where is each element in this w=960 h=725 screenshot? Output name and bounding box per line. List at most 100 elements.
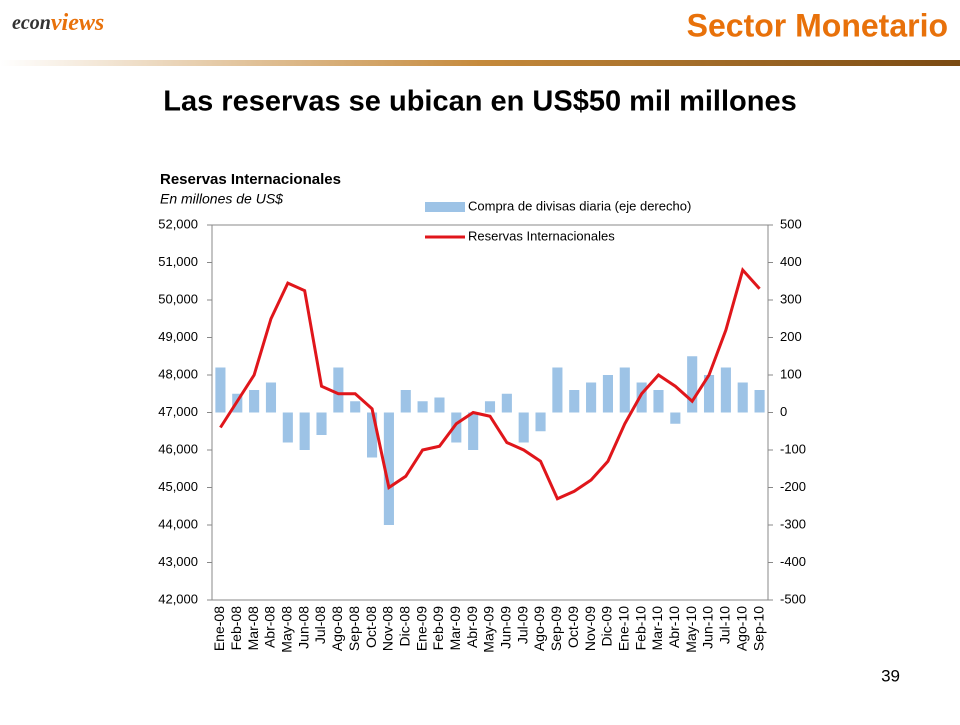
bar bbox=[518, 412, 529, 443]
bar bbox=[670, 412, 681, 424]
bar bbox=[434, 397, 445, 413]
legend-swatch bbox=[425, 202, 465, 212]
x-tick-label: Mar-09 bbox=[447, 606, 463, 651]
bar bbox=[367, 412, 378, 458]
x-tick-label: Abr-09 bbox=[464, 606, 480, 648]
bar bbox=[316, 412, 327, 435]
logo-suffix: views bbox=[51, 10, 104, 36]
y2-tick-label: 0 bbox=[780, 404, 787, 419]
x-tick-label: Feb-08 bbox=[228, 606, 244, 651]
y2-tick-label: 200 bbox=[780, 329, 802, 344]
y-tick-label: 47,000 bbox=[158, 404, 198, 419]
x-tick-label: Mar-10 bbox=[649, 606, 665, 651]
x-tick-label: Jun-09 bbox=[498, 606, 514, 649]
x-tick-label: Sep-09 bbox=[548, 606, 564, 651]
y-tick-label: 43,000 bbox=[158, 554, 198, 569]
x-tick-label: Jul-08 bbox=[312, 606, 328, 644]
bar bbox=[602, 375, 613, 413]
legend-label: Compra de divisas diaria (eje derecho) bbox=[468, 198, 691, 213]
bar bbox=[383, 412, 394, 525]
x-tick-label: Dic-08 bbox=[396, 606, 412, 647]
bar bbox=[636, 382, 647, 413]
x-tick-label: Mar-08 bbox=[245, 606, 261, 651]
y2-tick-label: -100 bbox=[780, 441, 806, 456]
y-tick-label: 42,000 bbox=[158, 591, 198, 606]
x-tick-label: Ago-09 bbox=[531, 606, 547, 651]
y2-tick-label: -200 bbox=[780, 479, 806, 494]
x-tick-label: Ago-08 bbox=[329, 606, 345, 651]
logo: econviews bbox=[12, 10, 104, 36]
bar bbox=[552, 367, 563, 413]
logo-prefix: econ bbox=[12, 12, 51, 34]
y-tick-label: 45,000 bbox=[158, 479, 198, 494]
x-tick-label: Jul-09 bbox=[514, 606, 530, 644]
bar bbox=[484, 401, 496, 413]
bar bbox=[619, 367, 630, 413]
x-tick-label: Ene-09 bbox=[413, 606, 429, 651]
y2-tick-label: 300 bbox=[780, 291, 802, 306]
x-tick-label: Nov-08 bbox=[380, 606, 396, 651]
x-tick-label: Ene-10 bbox=[615, 606, 631, 651]
bar bbox=[417, 401, 428, 413]
y-tick-label: 44,000 bbox=[158, 516, 198, 531]
header-rule bbox=[0, 60, 960, 66]
x-tick-label: Oct-09 bbox=[565, 606, 581, 648]
y-tick-label: 46,000 bbox=[158, 441, 198, 456]
bar bbox=[215, 367, 226, 413]
x-tick-label: May-08 bbox=[279, 606, 295, 653]
section-title: Sector Monetario bbox=[687, 7, 948, 43]
bar bbox=[720, 367, 731, 413]
x-tick-label: Dic-09 bbox=[599, 606, 615, 647]
x-tick-label: Jun-10 bbox=[700, 606, 716, 649]
bar bbox=[737, 382, 748, 413]
x-tick-label: Jul-10 bbox=[717, 606, 733, 644]
y2-tick-label: -500 bbox=[780, 591, 806, 606]
x-tick-label: Abr-10 bbox=[666, 606, 682, 648]
bar bbox=[282, 412, 293, 443]
bar bbox=[400, 390, 411, 413]
x-tick-label: Ago-10 bbox=[733, 606, 749, 651]
x-tick-label: Abr-08 bbox=[262, 606, 278, 648]
bar bbox=[468, 412, 479, 450]
bar bbox=[299, 412, 310, 450]
bar bbox=[249, 390, 260, 413]
x-tick-label: Feb-10 bbox=[632, 606, 648, 651]
bar bbox=[569, 390, 580, 413]
x-tick-label: Nov-09 bbox=[582, 606, 598, 651]
chart-subtitle: En millones de US$ bbox=[160, 191, 283, 207]
y2-tick-label: 100 bbox=[780, 366, 802, 381]
y-tick-label: 50,000 bbox=[158, 291, 198, 306]
bar bbox=[333, 367, 344, 413]
bar bbox=[265, 382, 277, 413]
bar bbox=[703, 375, 715, 413]
bar bbox=[653, 390, 664, 413]
y2-tick-label: -400 bbox=[780, 554, 806, 569]
x-tick-label: Oct-08 bbox=[363, 606, 379, 648]
bar bbox=[350, 401, 361, 413]
y2-tick-label: -300 bbox=[780, 516, 806, 531]
y-tick-label: 51,000 bbox=[158, 254, 198, 269]
x-tick-label: May-10 bbox=[683, 606, 699, 653]
bar bbox=[535, 412, 546, 432]
page-number: 39 bbox=[881, 666, 900, 685]
bar bbox=[451, 412, 462, 443]
bar bbox=[687, 356, 698, 413]
x-tick-label: Feb-09 bbox=[430, 606, 446, 651]
bar bbox=[754, 390, 765, 413]
y2-tick-label: 500 bbox=[780, 216, 802, 231]
bar bbox=[501, 393, 512, 413]
y-tick-label: 52,000 bbox=[158, 216, 198, 231]
line bbox=[219, 266, 761, 501]
x-tick-label: Sep-10 bbox=[750, 606, 766, 651]
x-tick-label: Ene-08 bbox=[211, 606, 227, 651]
y-tick-label: 49,000 bbox=[158, 329, 198, 344]
y2-tick-label: 400 bbox=[780, 254, 802, 269]
x-tick-label: May-09 bbox=[481, 606, 497, 653]
chart-title: Reservas Internacionales bbox=[160, 171, 341, 188]
bar bbox=[586, 382, 597, 413]
x-tick-label: Sep-08 bbox=[346, 606, 362, 651]
slide-title: Las reservas se ubican en US$50 mil mill… bbox=[163, 86, 796, 118]
y-tick-label: 48,000 bbox=[158, 366, 198, 381]
